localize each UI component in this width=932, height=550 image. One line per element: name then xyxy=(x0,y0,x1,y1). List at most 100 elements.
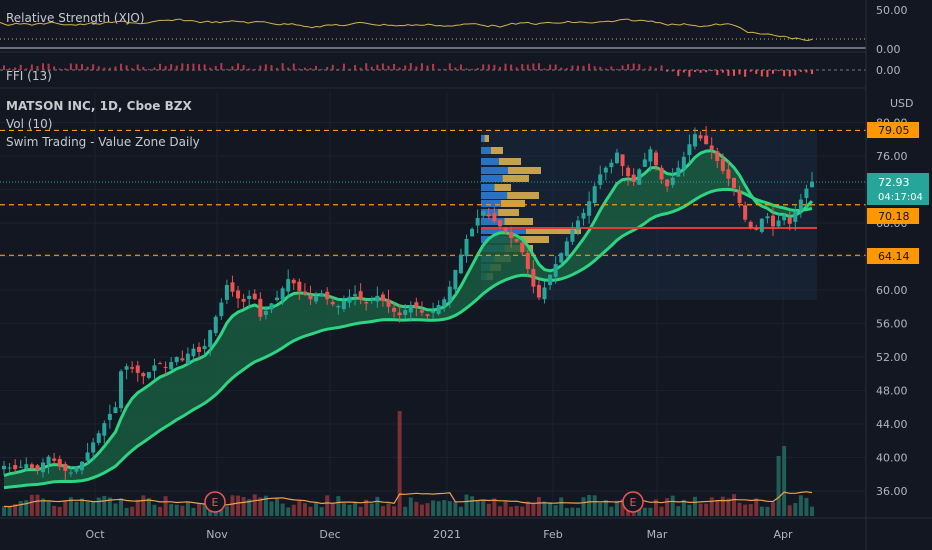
ffi-bar xyxy=(510,64,513,70)
ffi-bar xyxy=(777,70,780,72)
volume-bar xyxy=(169,504,174,516)
candle-body xyxy=(810,181,814,188)
volume-bar xyxy=(770,502,775,516)
candle-body xyxy=(525,252,530,270)
ffi-bar xyxy=(799,70,802,72)
ffi-bar xyxy=(515,67,518,70)
volume-bar xyxy=(425,503,430,516)
ffi-bar xyxy=(36,66,39,70)
ffi-bar xyxy=(108,67,111,70)
ffi-bar xyxy=(86,66,89,70)
candle-body xyxy=(564,241,569,257)
ffi-bar xyxy=(526,64,529,70)
volume-bar xyxy=(743,504,748,516)
profile-bar-buy xyxy=(481,135,485,142)
candle-body xyxy=(68,472,73,474)
volume-bar xyxy=(74,501,79,516)
candle-body xyxy=(13,465,18,470)
ffi-bar xyxy=(270,65,273,70)
candle-body xyxy=(353,294,358,296)
ffi-bar xyxy=(465,68,468,70)
candle-body xyxy=(509,231,514,239)
ffi-bar xyxy=(231,66,234,70)
volume-bar xyxy=(447,501,452,516)
volume-bar xyxy=(520,506,525,516)
volume-bar xyxy=(130,506,135,516)
volume-bar xyxy=(670,495,675,516)
volume-bar xyxy=(152,504,157,516)
ffi-bar xyxy=(805,70,808,73)
candle-body xyxy=(397,312,402,316)
volume-bar xyxy=(252,494,257,516)
candle-body xyxy=(587,201,592,216)
volume-bar xyxy=(464,494,469,516)
ffi-bar xyxy=(337,68,340,70)
profile-bar-buy xyxy=(481,167,508,174)
volume-bar xyxy=(737,502,742,516)
svg-text:64.14: 64.14 xyxy=(878,250,910,263)
volume-bar xyxy=(141,495,146,516)
candle-body xyxy=(158,363,163,365)
volume-bar xyxy=(759,506,764,516)
volume-bar xyxy=(587,494,592,516)
volume-bar xyxy=(18,501,23,516)
volume-bar xyxy=(414,501,419,516)
candle-body xyxy=(475,217,480,226)
ffi-bar xyxy=(760,70,763,77)
earnings-event-2[interactable]: E xyxy=(622,491,644,513)
ffi-bar xyxy=(571,65,574,70)
volume-bar xyxy=(163,496,168,516)
candle-body xyxy=(770,215,775,227)
volume-bar xyxy=(247,499,252,516)
candle-body xyxy=(275,297,280,301)
volume-bar xyxy=(241,496,246,516)
svg-text:79.05: 79.05 xyxy=(878,124,910,137)
volume-bar xyxy=(63,501,68,516)
ffi-bar xyxy=(186,63,189,70)
candle-body xyxy=(247,295,252,299)
ffi-bar xyxy=(543,68,546,70)
ffi-bar xyxy=(387,65,390,70)
ffi-bar xyxy=(147,68,150,70)
time-axis[interactable]: Oct Nov Dec 2021 Feb Mar Apr xyxy=(85,528,793,541)
volume-ma-line xyxy=(3,491,813,508)
ffi-bar xyxy=(721,70,724,73)
candle-body xyxy=(57,459,62,467)
candle-body xyxy=(631,174,636,182)
profile-bar-sell xyxy=(494,184,511,191)
candle-body xyxy=(286,279,291,292)
ffi-bar xyxy=(415,66,418,70)
ffi-bar xyxy=(354,64,357,70)
ffi-bar xyxy=(565,68,568,70)
candle-body xyxy=(626,167,631,177)
ffi-bar xyxy=(693,70,696,72)
volume-bar xyxy=(91,501,96,516)
candle-body xyxy=(653,152,658,166)
candle-body xyxy=(698,135,703,139)
ffi-bar xyxy=(181,63,184,70)
candle-body xyxy=(748,221,753,229)
ffi-bar xyxy=(599,66,602,70)
time-tick: Dec xyxy=(319,528,340,541)
ffi-bar xyxy=(398,67,401,70)
earnings-event-1[interactable]: E xyxy=(204,491,226,513)
candle-body xyxy=(659,167,664,180)
ffi-bar xyxy=(153,67,156,70)
volume-bar xyxy=(397,411,402,516)
candle-body xyxy=(369,299,374,301)
candle-body xyxy=(347,296,352,303)
ffi-bar xyxy=(47,63,50,70)
vol-label: Vol (10) xyxy=(6,117,52,131)
candle-body xyxy=(46,456,51,464)
time-tick: Feb xyxy=(543,528,562,541)
ffi-bar xyxy=(376,64,379,70)
candle-body xyxy=(559,253,564,263)
ffi-bar xyxy=(253,68,256,70)
candle-body xyxy=(18,466,23,468)
volume-bar xyxy=(804,497,809,516)
ffi-bar xyxy=(331,64,334,70)
candle-body xyxy=(670,177,675,185)
volume-bar xyxy=(358,506,363,516)
candle-body xyxy=(302,291,307,295)
